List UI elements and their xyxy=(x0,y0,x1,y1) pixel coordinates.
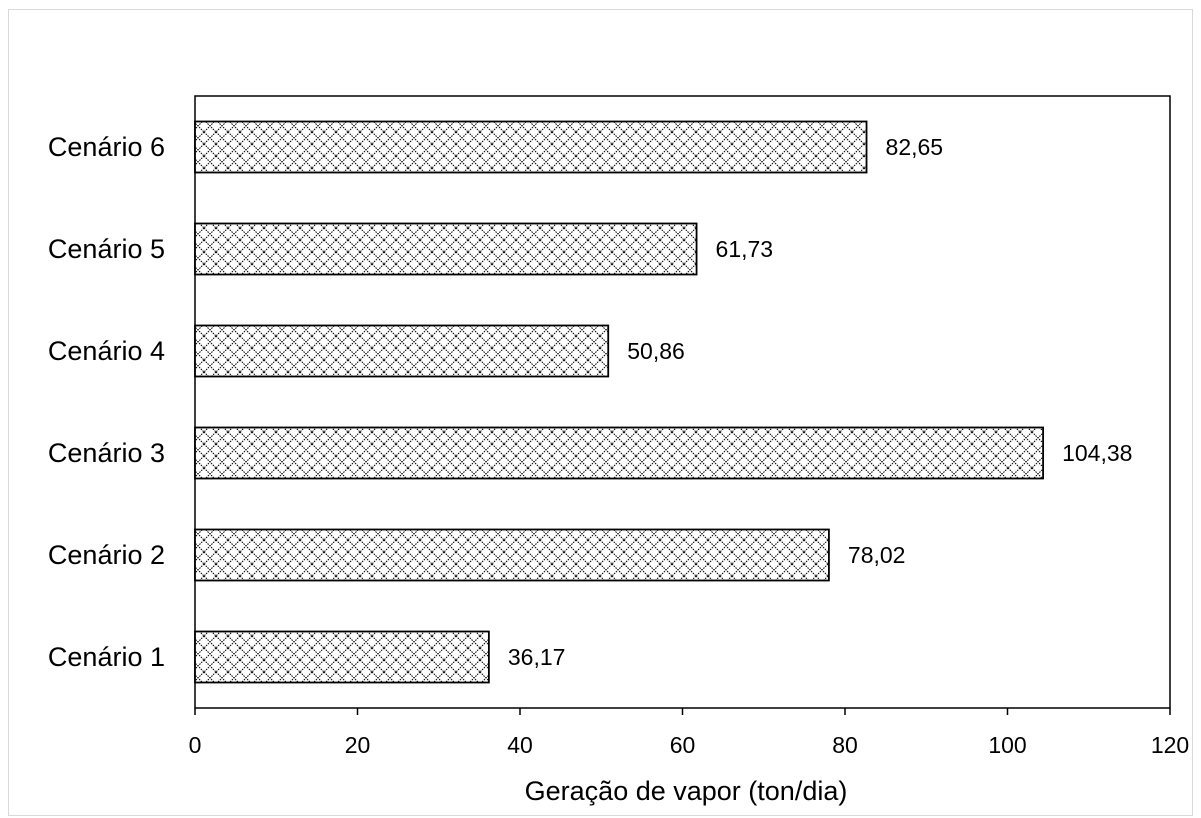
bar-3 xyxy=(194,426,1044,480)
category-label: Cenário 1 xyxy=(48,642,165,672)
data-label: 104,38 xyxy=(1062,440,1132,466)
data-label: 36,17 xyxy=(508,644,566,670)
x-tick-label: 120 xyxy=(1151,732,1189,758)
data-label: 78,02 xyxy=(848,542,906,568)
category-label: Cenário 5 xyxy=(48,234,165,264)
x-tick-label: 100 xyxy=(988,732,1026,758)
bar-2 xyxy=(194,528,830,582)
data-label: 61,73 xyxy=(716,236,774,262)
data-label: 50,86 xyxy=(627,338,685,364)
bar-1 xyxy=(194,630,490,684)
x-tick-label: 80 xyxy=(832,732,858,758)
x-tick-label: 60 xyxy=(670,732,696,758)
x-tick-label: 40 xyxy=(507,732,533,758)
category-label: Cenário 4 xyxy=(48,336,165,366)
x-axis-title: Geração de vapor (ton/dia) xyxy=(525,776,848,806)
bar-6 xyxy=(194,120,868,174)
plot-area xyxy=(194,95,1171,709)
category-label: Cenário 2 xyxy=(48,540,165,570)
bars-layer: Cenário 1 36,17 Cenário 2 78,02 Cenário 3 104… xyxy=(48,120,1132,684)
x-tick-label: 20 xyxy=(345,732,371,758)
category-label: Cenário 6 xyxy=(48,132,165,162)
data-label: 82,65 xyxy=(886,134,944,160)
bar-5 xyxy=(194,222,698,276)
bar-4 xyxy=(194,324,610,378)
x-tick-label: 0 xyxy=(189,732,202,758)
x-axis: 0 20 40 60 80 100 120 xyxy=(189,708,1189,758)
category-label: Cenário 3 xyxy=(48,438,165,468)
